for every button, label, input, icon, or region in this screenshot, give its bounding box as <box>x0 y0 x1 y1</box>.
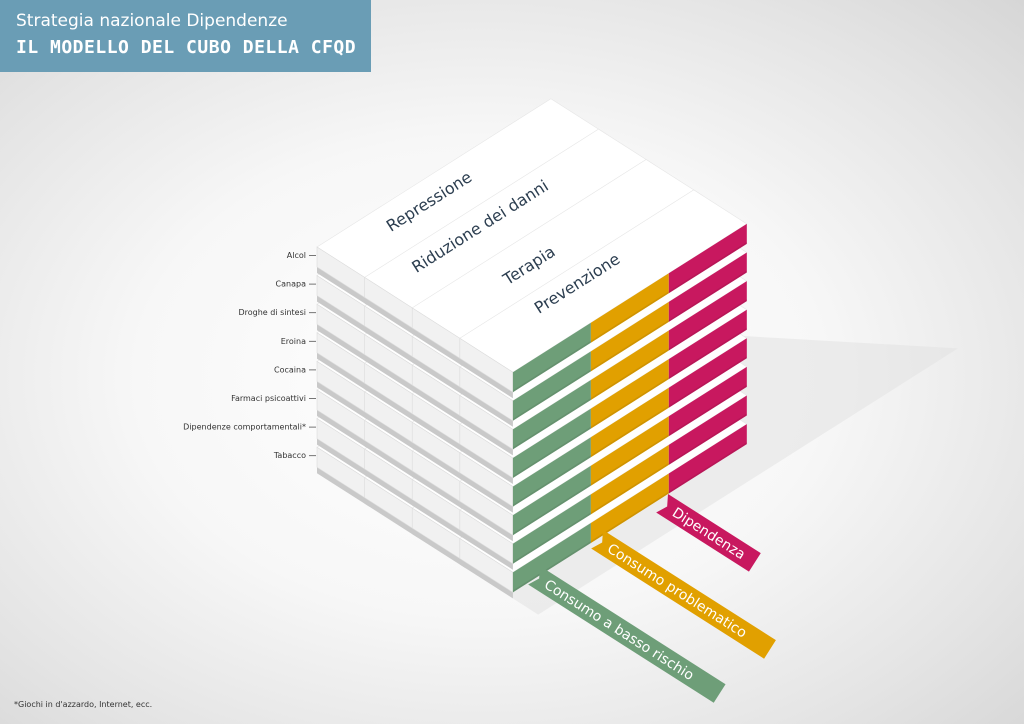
slab-front-2 <box>590 330 669 400</box>
tag-shape <box>528 566 726 703</box>
slab-gap-shadow <box>317 267 371 307</box>
substance-label: Tabacco <box>273 451 306 460</box>
substance-label: Alcol <box>287 251 306 260</box>
slab-gap-shadow <box>364 326 418 366</box>
slab-gap-shadow <box>412 413 466 454</box>
slab-gap-shadow <box>317 410 371 450</box>
substance-label: Eroina <box>281 337 306 346</box>
slab-gap-shadow <box>459 415 513 456</box>
slab-seam <box>512 384 747 536</box>
slab-gap-shadow <box>459 529 513 570</box>
substance-label: Dipendenze comportamentali* <box>183 423 306 432</box>
slab-gap-shadow <box>412 470 466 511</box>
slab-seam <box>512 413 747 564</box>
substance-label: Cocaina <box>274 365 306 374</box>
slab-gap-shadow <box>412 528 466 568</box>
slab-gap-shadow <box>412 356 466 397</box>
slab-gap-shadow <box>317 381 371 422</box>
slab-front-1 <box>512 465 591 536</box>
tag-label: Dipendenza <box>669 505 748 563</box>
slab-gap-shadow <box>317 324 371 365</box>
slab-gap-shadow <box>317 467 371 508</box>
pillar-4 <box>459 189 748 599</box>
slab-front-2 <box>590 359 669 429</box>
title-box: Strategia nazionale Dipendenze IL MODELL… <box>0 0 371 72</box>
slab-front-3 <box>668 366 747 437</box>
slab-seam <box>512 299 747 450</box>
slab-gap-shadow <box>364 354 418 395</box>
slab-front-3 <box>668 395 747 465</box>
slab-front-1 <box>512 523 591 593</box>
slab-front-1 <box>512 437 591 507</box>
cube-slabs <box>316 98 748 599</box>
header-subtitle: Strategia nazionale Dipendenze <box>16 11 288 31</box>
slab-seam <box>512 270 747 421</box>
tag-shape <box>591 530 776 659</box>
slab <box>459 189 748 399</box>
slab-front-3 <box>668 223 747 294</box>
slab-front-2 <box>590 416 669 486</box>
slab-gap-shadow <box>364 497 418 538</box>
substance-label: Droghe di sintesi <box>238 308 306 317</box>
slab-front-3 <box>668 309 747 380</box>
slab-gap-shadow <box>364 411 418 452</box>
slab-gap-shadow <box>364 440 418 481</box>
footnote: *Giochi in d'azzardo, Internet, ecc. <box>14 700 153 709</box>
slab-gap-shadow <box>317 352 371 393</box>
slab-gap-shadow <box>364 469 418 509</box>
slab-front-3 <box>668 424 747 494</box>
slab-front-1 <box>512 494 591 564</box>
slab-front-1 <box>512 380 591 450</box>
slab-gap-shadow <box>459 358 513 399</box>
slab-gap-shadow <box>364 383 418 424</box>
header-title: IL MODELLO DEL CUBO DELLA CFQD <box>16 37 357 58</box>
slab-front-3 <box>668 281 747 351</box>
consumption-tag-1: Consumo a basso rischio <box>528 566 726 703</box>
slab-gap-shadow <box>412 385 466 425</box>
slab-gap-shadow <box>412 327 466 368</box>
slab-seam <box>512 241 747 393</box>
slab-front-3 <box>668 252 747 322</box>
slab-gap-shadow <box>317 295 371 336</box>
slab-gap-shadow <box>459 501 513 542</box>
substance-label: Farmaci psicoattivi <box>231 394 306 403</box>
slab-gap-shadow <box>459 444 513 484</box>
slab-front-3 <box>668 338 747 408</box>
slab-gap-shadow <box>459 472 513 513</box>
slab-front-2 <box>590 273 669 343</box>
slab-front-2 <box>590 387 669 458</box>
slab-seam <box>512 327 747 478</box>
slab-front-1 <box>512 408 591 478</box>
slab-front-2 <box>590 301 669 372</box>
slab-front-2 <box>590 444 669 515</box>
substance-label: Canapa <box>276 280 307 289</box>
slab-gap-shadow <box>317 438 371 479</box>
slab-gap-shadow <box>459 558 513 599</box>
slab-gap-shadow <box>412 442 466 483</box>
slab-front-2 <box>590 473 669 543</box>
slab-front-1 <box>512 322 591 393</box>
slab-gap-shadow <box>459 386 513 427</box>
substance-labels: Alcol Canapa Droghe di sintesi Eroina Cocain… <box>183 251 316 460</box>
slab-seam <box>512 356 747 507</box>
tag-shape <box>656 494 761 572</box>
slab-seam <box>512 442 747 593</box>
slab-gap-shadow <box>412 499 466 540</box>
slab-front-1 <box>512 351 591 421</box>
slab-gap-shadow <box>364 297 418 338</box>
